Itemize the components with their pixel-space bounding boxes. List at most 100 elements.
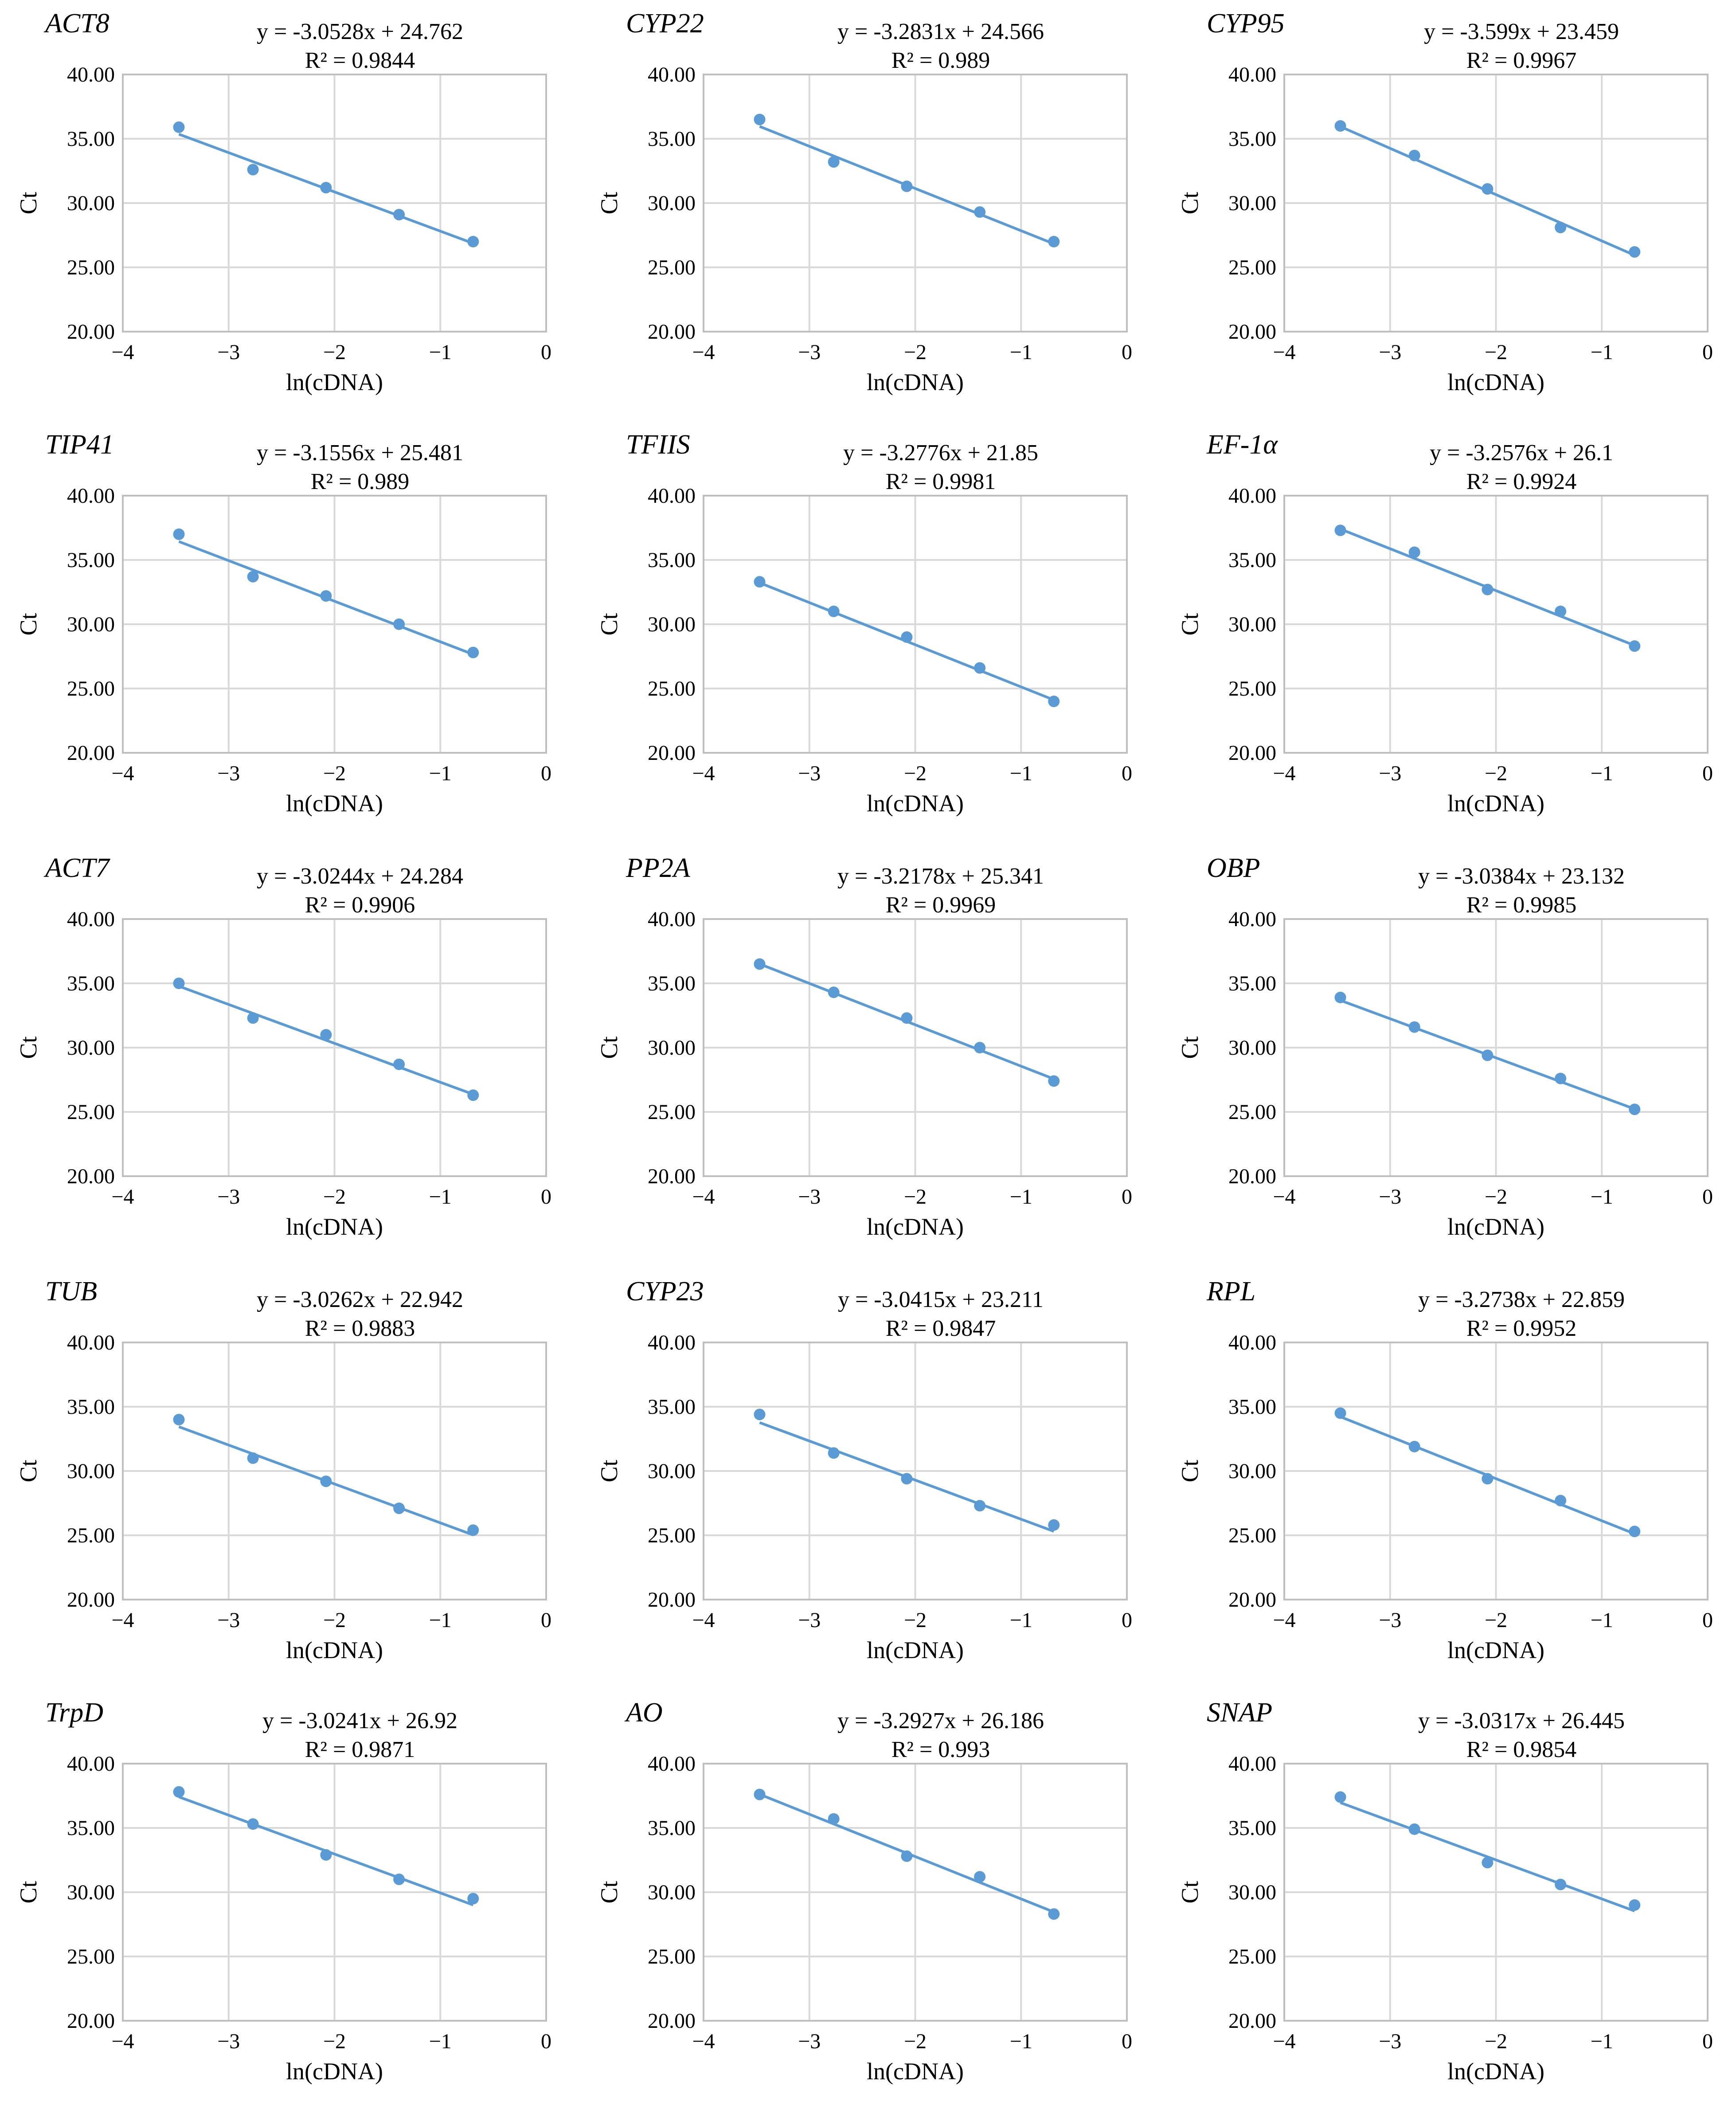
chart-panel: 20.00 25.00 30.00 35.00 40.00 −4 −3 −2 −1 0 ln(cDN…	[1177, 430, 1713, 817]
y-tick-label: 20.00	[67, 2009, 115, 2033]
x-tick-label: −3	[798, 340, 821, 364]
x-axis-title: ln(cDNA)	[867, 1213, 964, 1240]
x-tick-label: 0	[1122, 340, 1132, 364]
y-tick-label: 35.00	[1228, 548, 1276, 572]
trendline	[1340, 1801, 1635, 1913]
x-tick-label: 0	[1122, 1185, 1132, 1209]
gene-title: ACT8	[43, 8, 109, 39]
data-point	[901, 1850, 913, 1862]
x-axis-title: ln(cDNA)	[286, 1637, 383, 1663]
gene-title: TFIIS	[626, 430, 690, 460]
data-point	[828, 986, 840, 998]
y-axis-title: Ct	[1177, 1459, 1203, 1482]
x-tick-label: −4	[1273, 2030, 1295, 2053]
y-tick-label: 20.00	[648, 320, 696, 344]
y-tick-label: 35.00	[1228, 1816, 1276, 1840]
data-point	[1555, 1072, 1567, 1084]
y-tick-label: 35.00	[67, 972, 115, 995]
r-squared-label: R² = 0.9981	[886, 469, 996, 494]
x-tick-label: −3	[1379, 1185, 1401, 1209]
y-tick-label: 25.00	[67, 1100, 115, 1124]
data-point	[1048, 1519, 1060, 1531]
y-axis-title: Ct	[596, 192, 622, 214]
x-tick-label: −3	[798, 2030, 821, 2053]
y-tick-label: 40.00	[67, 908, 115, 931]
chart-panel: 20.00 25.00 30.00 35.00 40.00 −4 −3 −2 −1 0 ln(cDN…	[596, 430, 1132, 817]
x-tick-label: −4	[111, 762, 134, 785]
y-tick-label: 30.00	[67, 1036, 115, 1060]
x-axis-title: ln(cDNA)	[286, 2058, 383, 2085]
x-axis-title: ln(cDNA)	[867, 369, 964, 395]
regression-equation: y = -3.0244x + 24.284	[257, 864, 463, 889]
data-point	[393, 1502, 405, 1514]
x-tick-label: −3	[217, 1608, 240, 1632]
y-tick-label: 30.00	[67, 1459, 115, 1483]
data-point	[1482, 1857, 1494, 1869]
data-point	[320, 1475, 332, 1487]
data-point	[320, 590, 332, 602]
y-tick-label: 40.00	[648, 1331, 696, 1354]
data-point	[1408, 149, 1420, 161]
regression-equation: y = -3.599x + 23.459	[1424, 19, 1619, 44]
y-tick-label: 35.00	[648, 1395, 696, 1419]
y-tick-label: 30.00	[67, 192, 115, 215]
plot-frame	[703, 1763, 1128, 2022]
r-squared-label: R² = 0.9924	[1466, 469, 1577, 494]
y-tick-label: 40.00	[67, 63, 115, 86]
x-axis-title: ln(cDNA)	[867, 2058, 964, 2085]
y-tick-label: 20.00	[67, 320, 115, 344]
regression-equation: y = -3.1556x + 25.481	[257, 440, 463, 466]
chart-panel: 20.00 25.00 30.00 35.00 40.00 −4 −3 −2 −1 0 ln(cDN…	[596, 8, 1132, 395]
data-point	[1048, 236, 1060, 247]
y-axis-title: Ct	[15, 192, 42, 214]
y-tick-label: 25.00	[67, 1524, 115, 1547]
y-axis-title: Ct	[15, 1459, 42, 1482]
plot-frame	[703, 918, 1128, 1177]
y-tick-label: 25.00	[648, 677, 696, 700]
x-tick-label: −1	[1591, 340, 1613, 364]
y-axis-title: Ct	[1177, 1036, 1203, 1059]
data-point	[974, 1500, 986, 1512]
gene-title: OBP	[1207, 853, 1260, 883]
y-tick-label: 30.00	[648, 192, 696, 215]
y-axis-title: Ct	[1177, 192, 1203, 214]
x-tick-label: −2	[1485, 1608, 1507, 1632]
plot-frame	[122, 1342, 547, 1600]
y-tick-label: 35.00	[67, 1395, 115, 1419]
data-point	[173, 528, 185, 540]
y-tick-label: 40.00	[67, 1331, 115, 1354]
data-point	[247, 1012, 259, 1024]
y-axis-title: Ct	[596, 1881, 622, 1903]
plot-frame	[1283, 495, 1709, 754]
data-point	[1334, 1407, 1346, 1419]
gene-title: CYP23	[626, 1276, 704, 1307]
regression-equation: y = -3.0384x + 23.132	[1418, 864, 1625, 889]
data-point	[974, 662, 986, 674]
data-point	[901, 1473, 913, 1485]
regression-equation: y = -3.2927x + 26.186	[837, 1708, 1044, 1733]
plot-frame	[122, 1763, 547, 2022]
plot-frame	[703, 74, 1128, 333]
chart-panel: 20.00 25.00 30.00 35.00 40.00 −4 −3 −2 −1 0 ln(cDN…	[596, 1698, 1132, 2085]
chart-panel: 20.00 25.00 30.00 35.00 40.00 −4 −3 −2 −1 0 ln(cDN…	[596, 853, 1132, 1240]
data-point	[754, 113, 766, 125]
r-squared-label: R² = 0.9844	[305, 48, 415, 73]
data-point	[1629, 246, 1641, 258]
data-point	[1555, 222, 1567, 234]
regression-equation: y = -3.2738x + 22.859	[1418, 1287, 1625, 1312]
plot-frame	[703, 495, 1128, 754]
y-tick-label: 30.00	[1228, 1459, 1276, 1483]
x-tick-label: −2	[904, 1608, 927, 1632]
x-tick-label: −4	[692, 340, 715, 364]
y-axis-title: Ct	[1177, 613, 1203, 635]
y-tick-label: 40.00	[648, 908, 696, 931]
x-tick-label: −3	[1379, 1608, 1401, 1632]
data-point	[974, 206, 986, 218]
x-tick-label: −1	[429, 762, 452, 785]
r-squared-label: R² = 0.989	[311, 469, 410, 494]
regression-equation: y = -3.0317x + 26.445	[1418, 1708, 1625, 1733]
y-tick-label: 40.00	[648, 484, 696, 508]
data-point	[828, 1447, 840, 1459]
y-axis-title: Ct	[596, 613, 622, 635]
x-tick-label: 0	[1702, 340, 1713, 364]
